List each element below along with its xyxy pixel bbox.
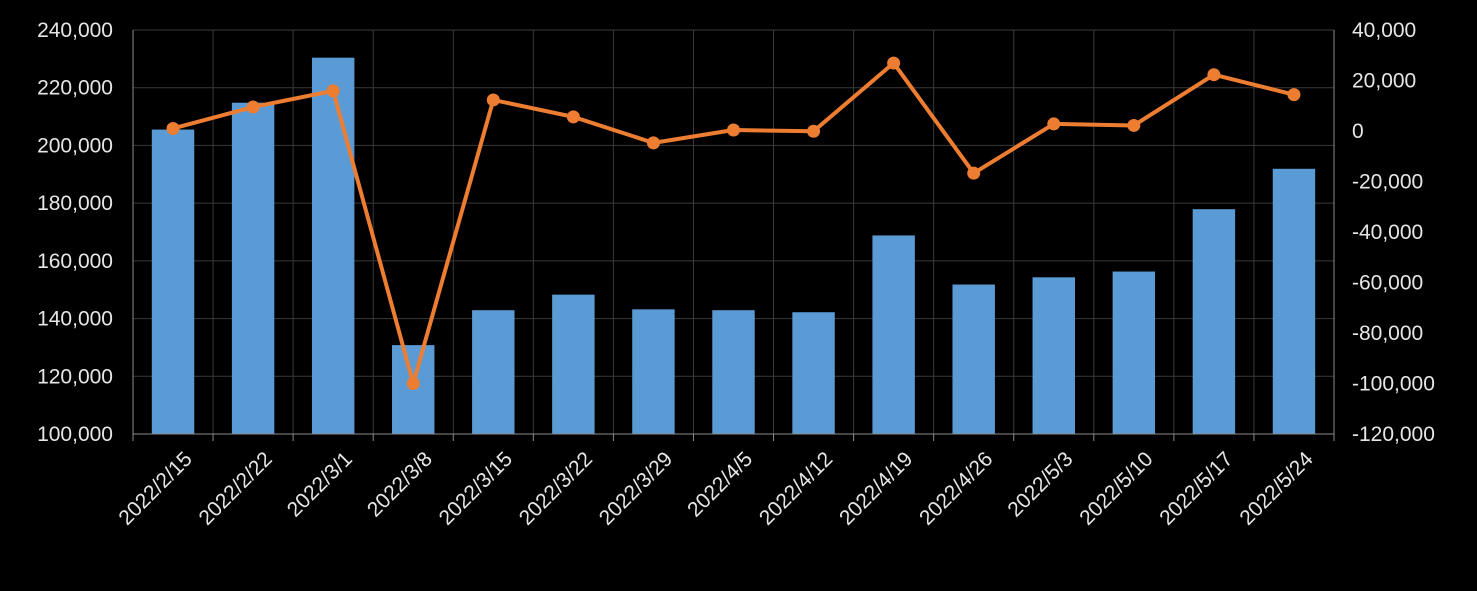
- x-tick-label: 2022/3/22: [515, 447, 597, 529]
- right-tick-label: -100,000: [1352, 373, 1435, 396]
- bar-series: [151, 57, 1316, 435]
- x-tick-label: 2022/5/24: [1235, 447, 1318, 530]
- bar: [151, 129, 195, 435]
- line-point: [727, 123, 740, 137]
- x-tick-label: 2022/5/3: [1003, 447, 1077, 521]
- left-tick-label: 140,000: [37, 308, 113, 331]
- x-tick-label: 2022/5/10: [1075, 447, 1157, 529]
- line-point: [406, 377, 420, 390]
- left-tick-label: 120,000: [37, 365, 113, 388]
- bar: [1032, 277, 1075, 434]
- line-point: [807, 124, 821, 138]
- line-series: [166, 56, 1301, 390]
- line-point: [887, 56, 901, 70]
- x-tick-label: 2022/3/1: [283, 447, 357, 521]
- right-tick-label: -60,000: [1352, 272, 1423, 295]
- left-axis-tick-labels: 100,000 120,000 140,000 160,000 180,000 200,0…: [37, 19, 113, 446]
- bar: [1272, 168, 1316, 434]
- right-tick-label: -80,000: [1352, 322, 1423, 345]
- line-point: [1207, 68, 1221, 82]
- x-tick-label: 2022/4/12: [755, 447, 837, 529]
- x-tick-label: 2022/4/19: [835, 447, 917, 529]
- bar: [712, 310, 755, 434]
- right-tick-label: 40,000: [1352, 19, 1416, 42]
- bar: [552, 294, 595, 434]
- line-point: [326, 84, 340, 98]
- x-tick-label: 2022/5/17: [1155, 447, 1237, 529]
- line-point: [646, 136, 660, 150]
- bar: [231, 102, 275, 434]
- bar: [952, 284, 995, 434]
- x-tick-label: 2022/2/15: [114, 447, 196, 529]
- x-tick-label: 2022/3/15: [435, 447, 517, 529]
- left-tick-label: 220,000: [37, 77, 113, 100]
- line-point: [1047, 117, 1061, 131]
- line-point: [967, 166, 981, 180]
- bar: [632, 309, 675, 434]
- right-tick-label: -120,000: [1352, 423, 1435, 446]
- bar: [311, 57, 355, 435]
- bar: [1192, 209, 1236, 434]
- left-tick-label: 200,000: [37, 134, 113, 157]
- axes: [132, 30, 1335, 441]
- left-tick-label: 100,000: [37, 423, 113, 446]
- x-tick-label: 2022/3/29: [595, 447, 677, 529]
- bar: [472, 310, 515, 434]
- right-tick-label: -20,000: [1352, 171, 1423, 194]
- bar: [872, 235, 915, 434]
- x-tick-label: 2022/2/22: [194, 447, 276, 529]
- line-point: [1287, 88, 1301, 102]
- right-tick-label: 0: [1352, 120, 1364, 143]
- bar: [792, 312, 835, 434]
- right-tick-label: -40,000: [1352, 221, 1423, 244]
- line-point: [1127, 118, 1141, 132]
- bar: [1112, 271, 1156, 434]
- line-point: [486, 93, 500, 107]
- left-tick-label: 180,000: [37, 192, 113, 215]
- x-tick-label: 2022/4/5: [683, 447, 757, 521]
- line-point: [246, 100, 260, 114]
- line-point: [566, 110, 580, 124]
- line-point: [166, 121, 180, 135]
- right-axis-tick-labels: -120,000 -100,000 -80,000 -60,000 -40,000 -20…: [1352, 19, 1435, 446]
- left-tick-label: 160,000: [37, 250, 113, 273]
- left-tick-label: 240,000: [37, 19, 113, 42]
- x-tick-label: 2022/3/8: [363, 447, 437, 521]
- x-tick-label: 2022/4/26: [915, 447, 997, 529]
- right-tick-label: 20,000: [1352, 70, 1416, 93]
